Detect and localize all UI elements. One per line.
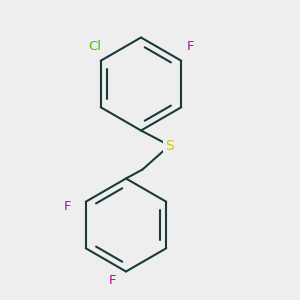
Text: F: F (109, 274, 116, 287)
Text: Cl: Cl (88, 40, 101, 53)
Text: S: S (165, 139, 174, 152)
Text: F: F (64, 200, 71, 214)
Text: F: F (187, 40, 194, 53)
